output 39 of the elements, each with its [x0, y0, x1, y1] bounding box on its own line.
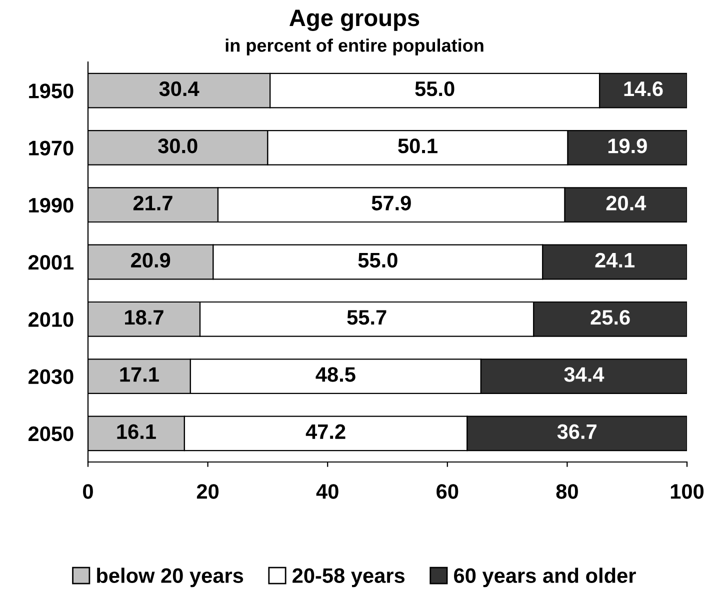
- data-label: 24.1: [595, 252, 635, 268]
- x-tick-label: 60: [436, 484, 458, 499]
- legend-label: 60 years and older: [454, 568, 636, 588]
- data-label: 55.0: [358, 252, 398, 268]
- data-label: 20.4: [606, 196, 646, 210]
- data-label: 48.5: [316, 367, 356, 382]
- data-label: 19.9: [608, 138, 647, 154]
- chart-title: Age groups: [290, 10, 420, 32]
- y-tick-label: 1950: [29, 84, 74, 98]
- legend-label: below 20 years: [97, 568, 244, 588]
- x-tick-label: 80: [556, 484, 578, 499]
- data-label: 16.1: [117, 424, 156, 440]
- data-label: 14.6: [624, 81, 663, 96]
- data-label: 25.6: [590, 310, 630, 325]
- y-tick-label: 2010: [28, 312, 74, 327]
- data-label: 47.2: [306, 424, 346, 439]
- legend-label: 20-58 years: [292, 568, 405, 588]
- y-tick-label: 2050: [28, 426, 74, 442]
- data-label: 30.0: [158, 138, 198, 154]
- y-tick-label: 2030: [28, 369, 74, 384]
- x-tick-label: 40: [316, 484, 338, 499]
- data-label: 17.1: [120, 367, 159, 382]
- y-tick-label: 1970: [29, 140, 74, 156]
- data-label: 55.0: [415, 81, 454, 96]
- data-label: 30.4: [159, 81, 200, 96]
- y-tick-label: 2001: [28, 255, 74, 270]
- data-label: 50.1: [398, 138, 438, 154]
- x-tick-label: 20: [196, 484, 219, 499]
- data-label: 55.7: [347, 310, 386, 325]
- chart-subtitle: in percent of entire population: [226, 38, 484, 56]
- data-label: 18.7: [125, 310, 164, 325]
- x-tick-label: 100: [670, 484, 704, 499]
- data-label: 21.7: [133, 196, 172, 210]
- data-label: 20.9: [131, 252, 170, 268]
- data-label: 57.9: [372, 196, 411, 210]
- x-tick-label: 0: [83, 484, 93, 499]
- data-label: 36.7: [557, 424, 596, 440]
- y-tick-label: 1990: [29, 198, 74, 213]
- data-label: 34.4: [564, 367, 604, 382]
